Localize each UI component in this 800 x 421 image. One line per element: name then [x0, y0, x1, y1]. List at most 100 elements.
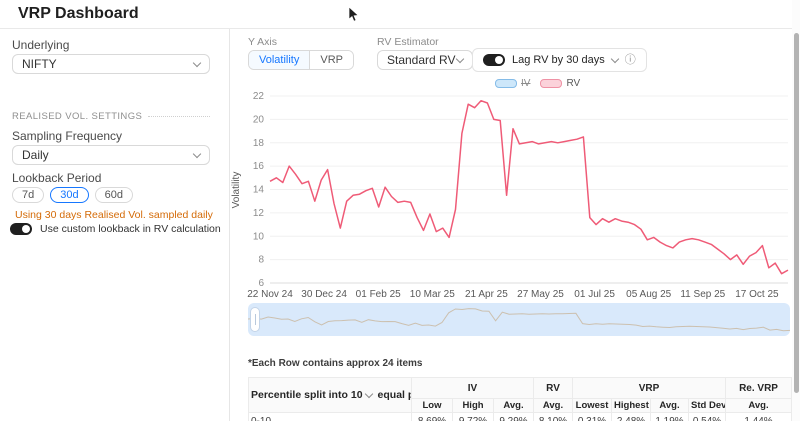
chart-brush[interactable]: [247, 303, 791, 336]
dotted-divider: [148, 116, 210, 117]
sampling-frequency-select[interactable]: Daily: [12, 145, 210, 165]
lookback-pill-30d[interactable]: 30d: [50, 187, 89, 203]
percentile-suffix: equal parts: [377, 389, 411, 401]
percentile-prefix: Percentile split into: [251, 389, 348, 401]
sampling-frequency-value: Daily: [22, 148, 49, 162]
y-tick-label: 10: [253, 231, 265, 242]
legend-label-iv: IV: [521, 78, 531, 89]
chevron-down-icon[interactable]: [364, 389, 373, 399]
y-axis-label: Y Axis: [248, 36, 277, 48]
col-iv-low: Low: [411, 398, 453, 413]
y-axis-title: Volatility: [231, 172, 242, 209]
lookback-pill-7d[interactable]: 7d: [12, 187, 45, 203]
main-panel: Y Axis Volatility VRP RV Estimator Stand…: [230, 29, 793, 421]
x-tick-label: 01 Feb 25: [356, 289, 401, 300]
lag-rv-toggle[interactable]: [483, 54, 505, 66]
percentile-select[interactable]: 10: [350, 389, 363, 401]
underlying-label: Underlying: [12, 38, 70, 52]
rv-line: [269, 99, 789, 275]
x-tick-label: 01 Jul 25: [574, 289, 615, 300]
cell-iv-avg: 9.29%: [492, 412, 535, 421]
x-tick-label: 21 Apr 25: [465, 289, 508, 300]
brush-left-handle[interactable]: [250, 307, 260, 332]
section-realised-vol-settings: REALISED VOL. SETTINGS: [12, 111, 210, 122]
x-tick-label: 30 Dec 24: [301, 289, 347, 300]
cell-rv-avg: 8.10%: [533, 412, 574, 421]
section-title: REALISED VOL. SETTINGS: [12, 111, 143, 122]
underlying-select[interactable]: NIFTY: [12, 54, 210, 74]
lookback-note: Using 30 days Realised Vol. sampled dail…: [15, 209, 213, 221]
iv-swatch-icon: [495, 79, 517, 88]
cell-vrp-stddev: 0.54%: [688, 412, 727, 421]
chart-legend: IV RV: [495, 78, 580, 89]
col-vrp-lowest: Lowest: [572, 398, 613, 413]
page-scrollbar[interactable]: [792, 0, 800, 421]
sidebar: Underlying NIFTY REALISED VOL. SETTINGS …: [0, 29, 230, 421]
scrollbar-thumb[interactable]: [793, 33, 799, 393]
table-note: *Each Row contains approx 24 items: [248, 358, 423, 369]
custom-lookback-row: Use custom lookback in RV calculation: [10, 223, 221, 235]
rv-swatch-icon: [540, 79, 563, 88]
col-iv-avg: Avg.: [492, 398, 535, 413]
y-tick-label: 22: [253, 91, 265, 102]
group-header-iv: IV: [410, 377, 535, 399]
cell-revrp-avg: 1.44%: [725, 412, 793, 421]
chevron-down-icon[interactable]: [610, 54, 619, 63]
chevron-down-icon: [192, 149, 202, 158]
x-tick-label: 11 Sep 25: [680, 289, 725, 300]
custom-lookback-toggle[interactable]: [10, 223, 32, 235]
cell-iv-low: 8.69%: [411, 412, 453, 421]
legend-item-iv[interactable]: IV: [495, 78, 530, 89]
lookback-pill-group: 7d 30d 60d: [12, 187, 133, 203]
group-header-vrp: VRP: [572, 377, 727, 399]
rv-estimator-value: Standard RV: [387, 53, 456, 67]
lag-rv-control: Lag RV by 30 days ⓘ: [472, 48, 647, 72]
brush-mini-chart: [247, 308, 791, 332]
x-tick-label: 10 Mar 25: [410, 289, 455, 300]
y-tick-label: 20: [253, 114, 265, 125]
sampling-frequency-label: Sampling Frequency: [12, 129, 123, 143]
toggle-knob: [495, 56, 503, 64]
cell-vrp-avg: 1.19%: [650, 412, 690, 421]
info-icon[interactable]: ⓘ: [624, 53, 636, 66]
col-vrp-stddev: Std Dev: [688, 398, 727, 413]
group-header-rv: RV: [533, 377, 574, 399]
y-axis-option-volatility[interactable]: Volatility: [249, 51, 311, 69]
table-row: 0-10 8.69% 9.72% 9.29% 8.10% 0.31% 2.48%…: [248, 412, 793, 421]
cell-vrp-lowest: 0.31%: [572, 412, 613, 421]
y-axis-segmented: Volatility VRP: [248, 50, 354, 70]
col-vrp-highest: Highest: [611, 398, 652, 413]
x-tick-label: 17 Oct 25: [735, 289, 779, 300]
y-tick-label: 8: [258, 255, 264, 266]
y-tick-label: 16: [253, 161, 265, 172]
cell-vrp-highest: 2.48%: [611, 412, 652, 421]
custom-lookback-label: Use custom lookback in RV calculation: [40, 223, 221, 235]
col-iv-high: High: [452, 398, 494, 413]
rv-estimator-label: RV Estimator: [377, 36, 439, 48]
chevron-down-icon: [455, 54, 465, 63]
x-tick-label: 22 Nov 24: [247, 289, 293, 300]
y-axis-option-vrp[interactable]: VRP: [310, 51, 353, 69]
lookback-period-label: Lookback Period: [12, 171, 102, 185]
legend-item-rv[interactable]: RV: [540, 78, 580, 89]
cell-iv-high: 9.72%: [452, 412, 494, 421]
underlying-value: NIFTY: [22, 57, 57, 71]
chevron-down-icon: [192, 58, 202, 67]
legend-label-rv: RV: [566, 78, 581, 89]
page-title: VRP Dashboard: [18, 5, 139, 22]
y-tick-label: 6: [258, 278, 264, 289]
col-rv-avg: Avg.: [533, 398, 574, 413]
lookback-pill-60d[interactable]: 60d: [94, 187, 133, 203]
rv-estimator-select[interactable]: Standard RV: [377, 50, 473, 70]
row-label: 0-10: [248, 412, 412, 421]
lag-rv-label: Lag RV by 30 days: [512, 54, 605, 66]
y-tick-label: 18: [253, 138, 265, 149]
x-tick-label: 05 Aug 25: [626, 289, 671, 300]
x-tick-label: 27 May 25: [517, 289, 564, 300]
volatility-chart[interactable]: 6 8 10 12 14 16 18 20 22 22 Nov 24 30 Dec 24 01 Feb…: [230, 85, 793, 303]
col-vrp-avg: Avg.: [650, 398, 690, 413]
y-tick-label: 14: [253, 185, 265, 196]
brush-rv-line: [247, 308, 791, 332]
